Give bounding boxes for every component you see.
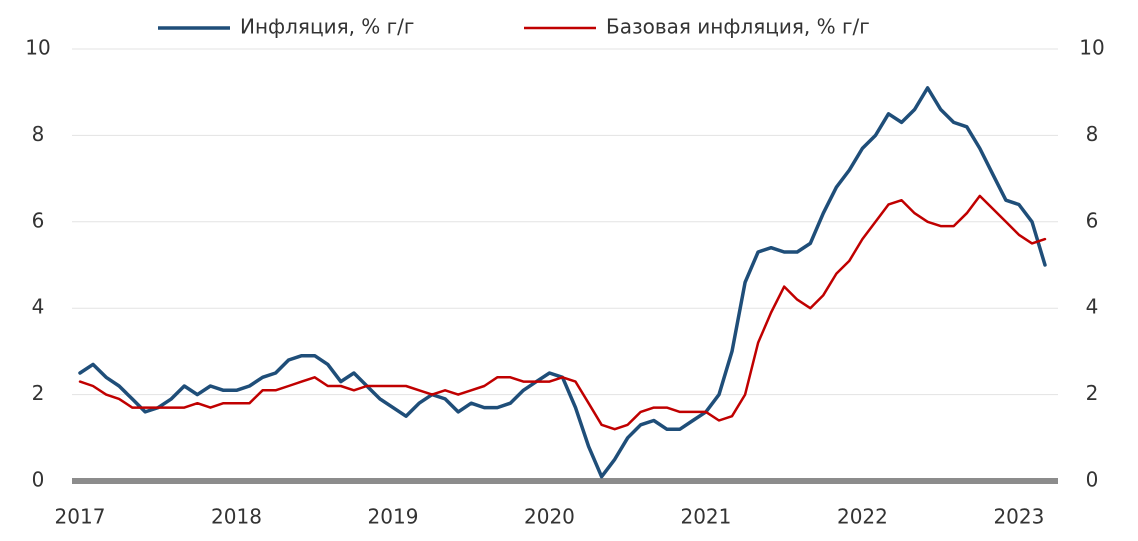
y-tick-label: 6 [32,208,45,232]
series-line [78,86,1047,479]
y2-tick-label: 6 [1086,208,1099,232]
series-line [78,194,1047,431]
y2-tick-label: 0 [1086,468,1099,492]
y2-tick-label: 2 [1086,381,1099,405]
x-tick-label: 2017 [55,505,106,529]
y2-tick-label: 8 [1086,122,1099,146]
y-tick-label: 0 [32,468,45,492]
x-tick-label: 2021 [680,505,731,529]
x-tick-label: 2022 [837,505,888,529]
x-tick-label: 2023 [993,505,1044,529]
x-tick-label: 2018 [211,505,262,529]
y-tick-label: 10 [25,36,50,60]
legend-label: Инфляция, % г/г [240,15,414,39]
y-tick-label: 4 [32,295,45,319]
x-tick-label: 2020 [524,505,575,529]
y-tick-label: 2 [32,381,45,405]
x-tick-label: 2019 [368,505,419,529]
legend-label: Базовая инфляция, % г/г [606,15,870,39]
y-tick-label: 8 [32,122,45,146]
y2-tick-label: 4 [1086,295,1099,319]
y2-tick-label: 10 [1079,36,1104,60]
